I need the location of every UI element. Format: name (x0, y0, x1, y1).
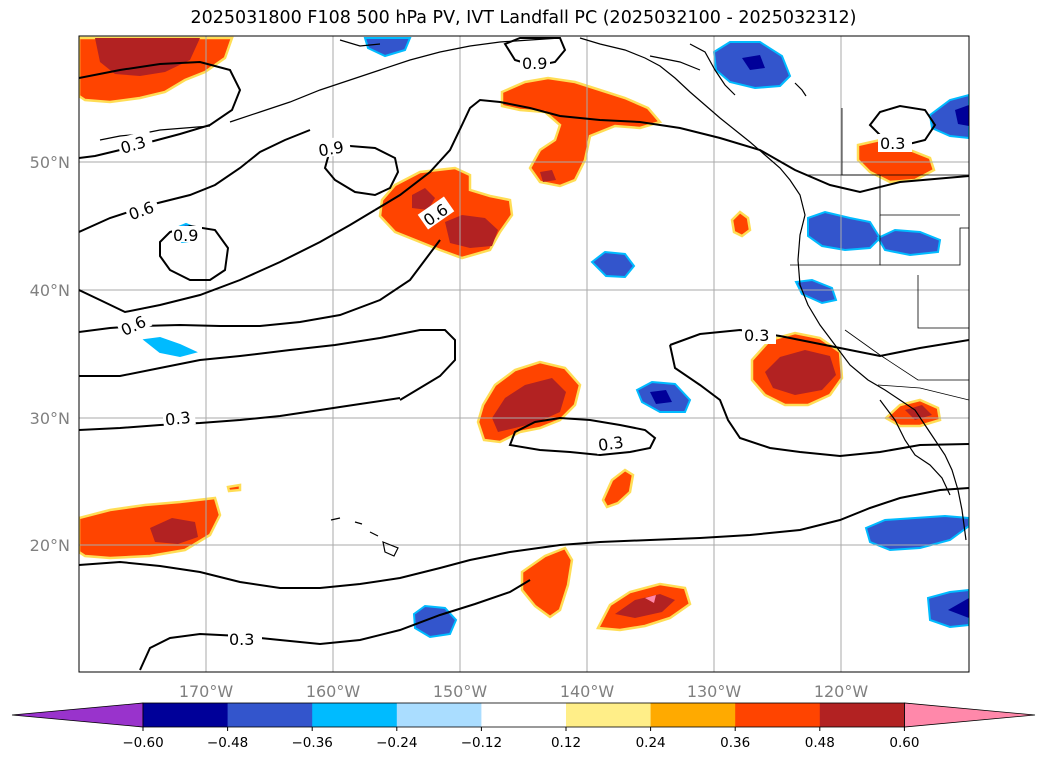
colorbar-tick-label: 0.36 (720, 735, 750, 751)
colorbar (11, 702, 1036, 728)
colorbar-segment (396, 703, 482, 727)
colorbar-tick-label: −0.24 (376, 735, 417, 751)
lat-tick-label: 20°N (30, 536, 70, 555)
longitude-labels: 170°W 160°W 150°W 140°W 130°W 120°W (179, 682, 869, 701)
colorbar-segment (566, 703, 652, 727)
colorbar-tick-label: 0.12 (551, 735, 581, 751)
lat-tick-label: 50°N (30, 153, 70, 172)
colorbar-segment (312, 703, 398, 727)
coastlines (99, 37, 967, 557)
colorbar-tick-label: 0.48 (805, 735, 835, 751)
contour-label: 0.9 (317, 137, 345, 160)
contour-label: 0.3 (164, 408, 191, 430)
graticule (79, 36, 969, 672)
colorbar-segment (650, 703, 736, 727)
colorbar-segment (819, 703, 905, 727)
lon-tick-label: 170°W (179, 682, 234, 701)
colorbar-extension-max (904, 702, 1036, 728)
contour-label: 0.3 (880, 134, 905, 153)
colorbar-tick-label: −0.12 (461, 735, 502, 751)
lon-tick-label: 140°W (560, 682, 615, 701)
colorbar-labels: −0.60 −0.48 −0.36 −0.24 −0.12 0.12 0.24 0.36 0.4… (122, 727, 919, 751)
colorbar-tick-label: −0.48 (207, 735, 248, 751)
borders (790, 108, 969, 401)
latitude-labels: 50°N 40°N 30°N 20°N (30, 153, 70, 555)
lat-tick-label: 40°N (30, 281, 70, 300)
contour-label: 0.9 (173, 226, 198, 245)
colorbar-segment (481, 703, 567, 727)
lon-tick-label: 120°W (814, 682, 869, 701)
pv-shading-negative (142, 37, 969, 639)
contour-labels: 0.9 0.3 0.9 0.6 0.9 0.6 0.6 0.3 0.3 0.3 … (115, 54, 912, 649)
lat-tick-label: 30°N (30, 409, 70, 428)
colorbar-segment (143, 703, 229, 727)
lon-tick-label: 150°W (433, 682, 488, 701)
colorbar-tick-label: −0.60 (122, 735, 163, 751)
colorbar-segment (227, 703, 313, 727)
colorbar-tick-label: 0.24 (636, 735, 666, 751)
lon-tick-label: 160°W (306, 682, 361, 701)
contour-label: 0.9 (522, 54, 547, 73)
map-frame (78, 35, 970, 673)
contour-label: 0.3 (597, 433, 625, 455)
colorbar-tick-label: −0.36 (292, 735, 333, 751)
contour-label: 0.3 (229, 630, 254, 649)
colorbar-extension-min (11, 702, 144, 728)
colorbar-segment (735, 703, 821, 727)
colorbar-tick-label: 0.60 (889, 735, 919, 751)
lon-tick-label: 130°W (687, 682, 742, 701)
map-title: 2025031800 F108 500 hPa PV, IVT Landfall… (190, 8, 857, 28)
colorbar-outline (142, 702, 905, 728)
contour-label: 0.3 (744, 326, 769, 345)
